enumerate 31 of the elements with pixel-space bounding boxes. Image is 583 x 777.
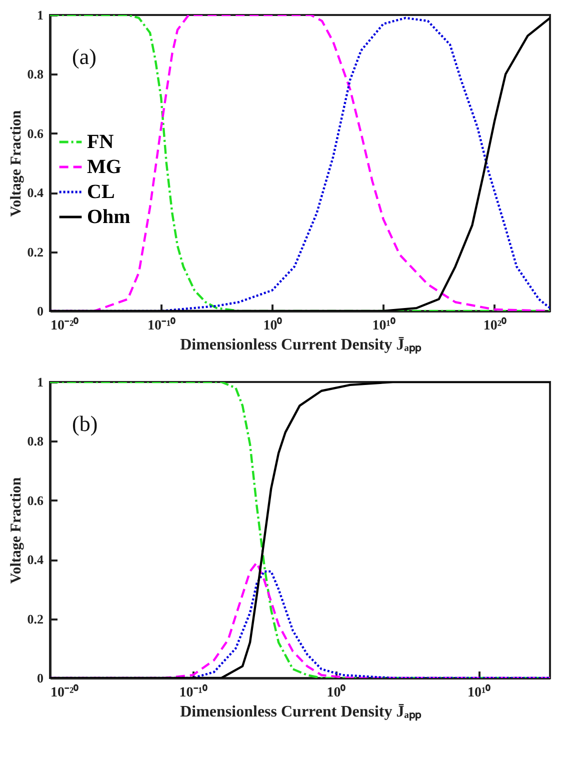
x-tick-label: 10⁻²⁰ [50, 316, 79, 334]
y-tick-label: 1 [37, 374, 44, 390]
annotation: (a) [72, 44, 96, 69]
y-tick-label: 0.2 [27, 244, 44, 260]
y-tick-label: 0.6 [27, 126, 44, 141]
x-tick-label: 10¹⁰ [467, 684, 491, 700]
x-tick-label: 10⁻²⁰ [50, 684, 79, 700]
y-tick-label: 0.4 [27, 552, 44, 568]
x-axis-title: Dimensionless Current Density J̄ₐₚₚ [180, 336, 422, 354]
y-tick-label: 0 [37, 670, 44, 686]
x-tick-label: 10⁻¹⁰ [179, 684, 208, 700]
y-tick-label: 0.8 [27, 66, 44, 82]
x-tick-label: 10²⁰ [483, 316, 507, 334]
x-tick-label: 10¹⁰ [372, 316, 396, 334]
y-axis-title: Voltage Fraction [8, 476, 24, 584]
legend-label: FN [87, 130, 114, 153]
y-tick-label: 0.4 [27, 185, 44, 200]
x-tick-label: 10⁰ [263, 316, 282, 334]
legend-label: MG [87, 156, 122, 178]
legend-label: CL [87, 180, 115, 203]
x-tick-label: 10⁰ [326, 684, 346, 700]
annotation: (b) [72, 411, 98, 436]
y-tick-label: 0.6 [27, 492, 44, 508]
y-tick-label: 0 [37, 304, 44, 318]
y-axis-title: Voltage Fraction [8, 110, 24, 217]
y-tick-label: 0.2 [27, 611, 44, 626]
y-tick-label: 1 [37, 8, 44, 22]
x-axis-title: Dimensionless Current Density J̄ₐₚₚ [180, 704, 422, 722]
y-tick-label: 0.8 [27, 434, 44, 449]
legend-label: Ohm [87, 206, 131, 228]
x-tick-label: 10⁻¹⁰ [148, 316, 176, 334]
